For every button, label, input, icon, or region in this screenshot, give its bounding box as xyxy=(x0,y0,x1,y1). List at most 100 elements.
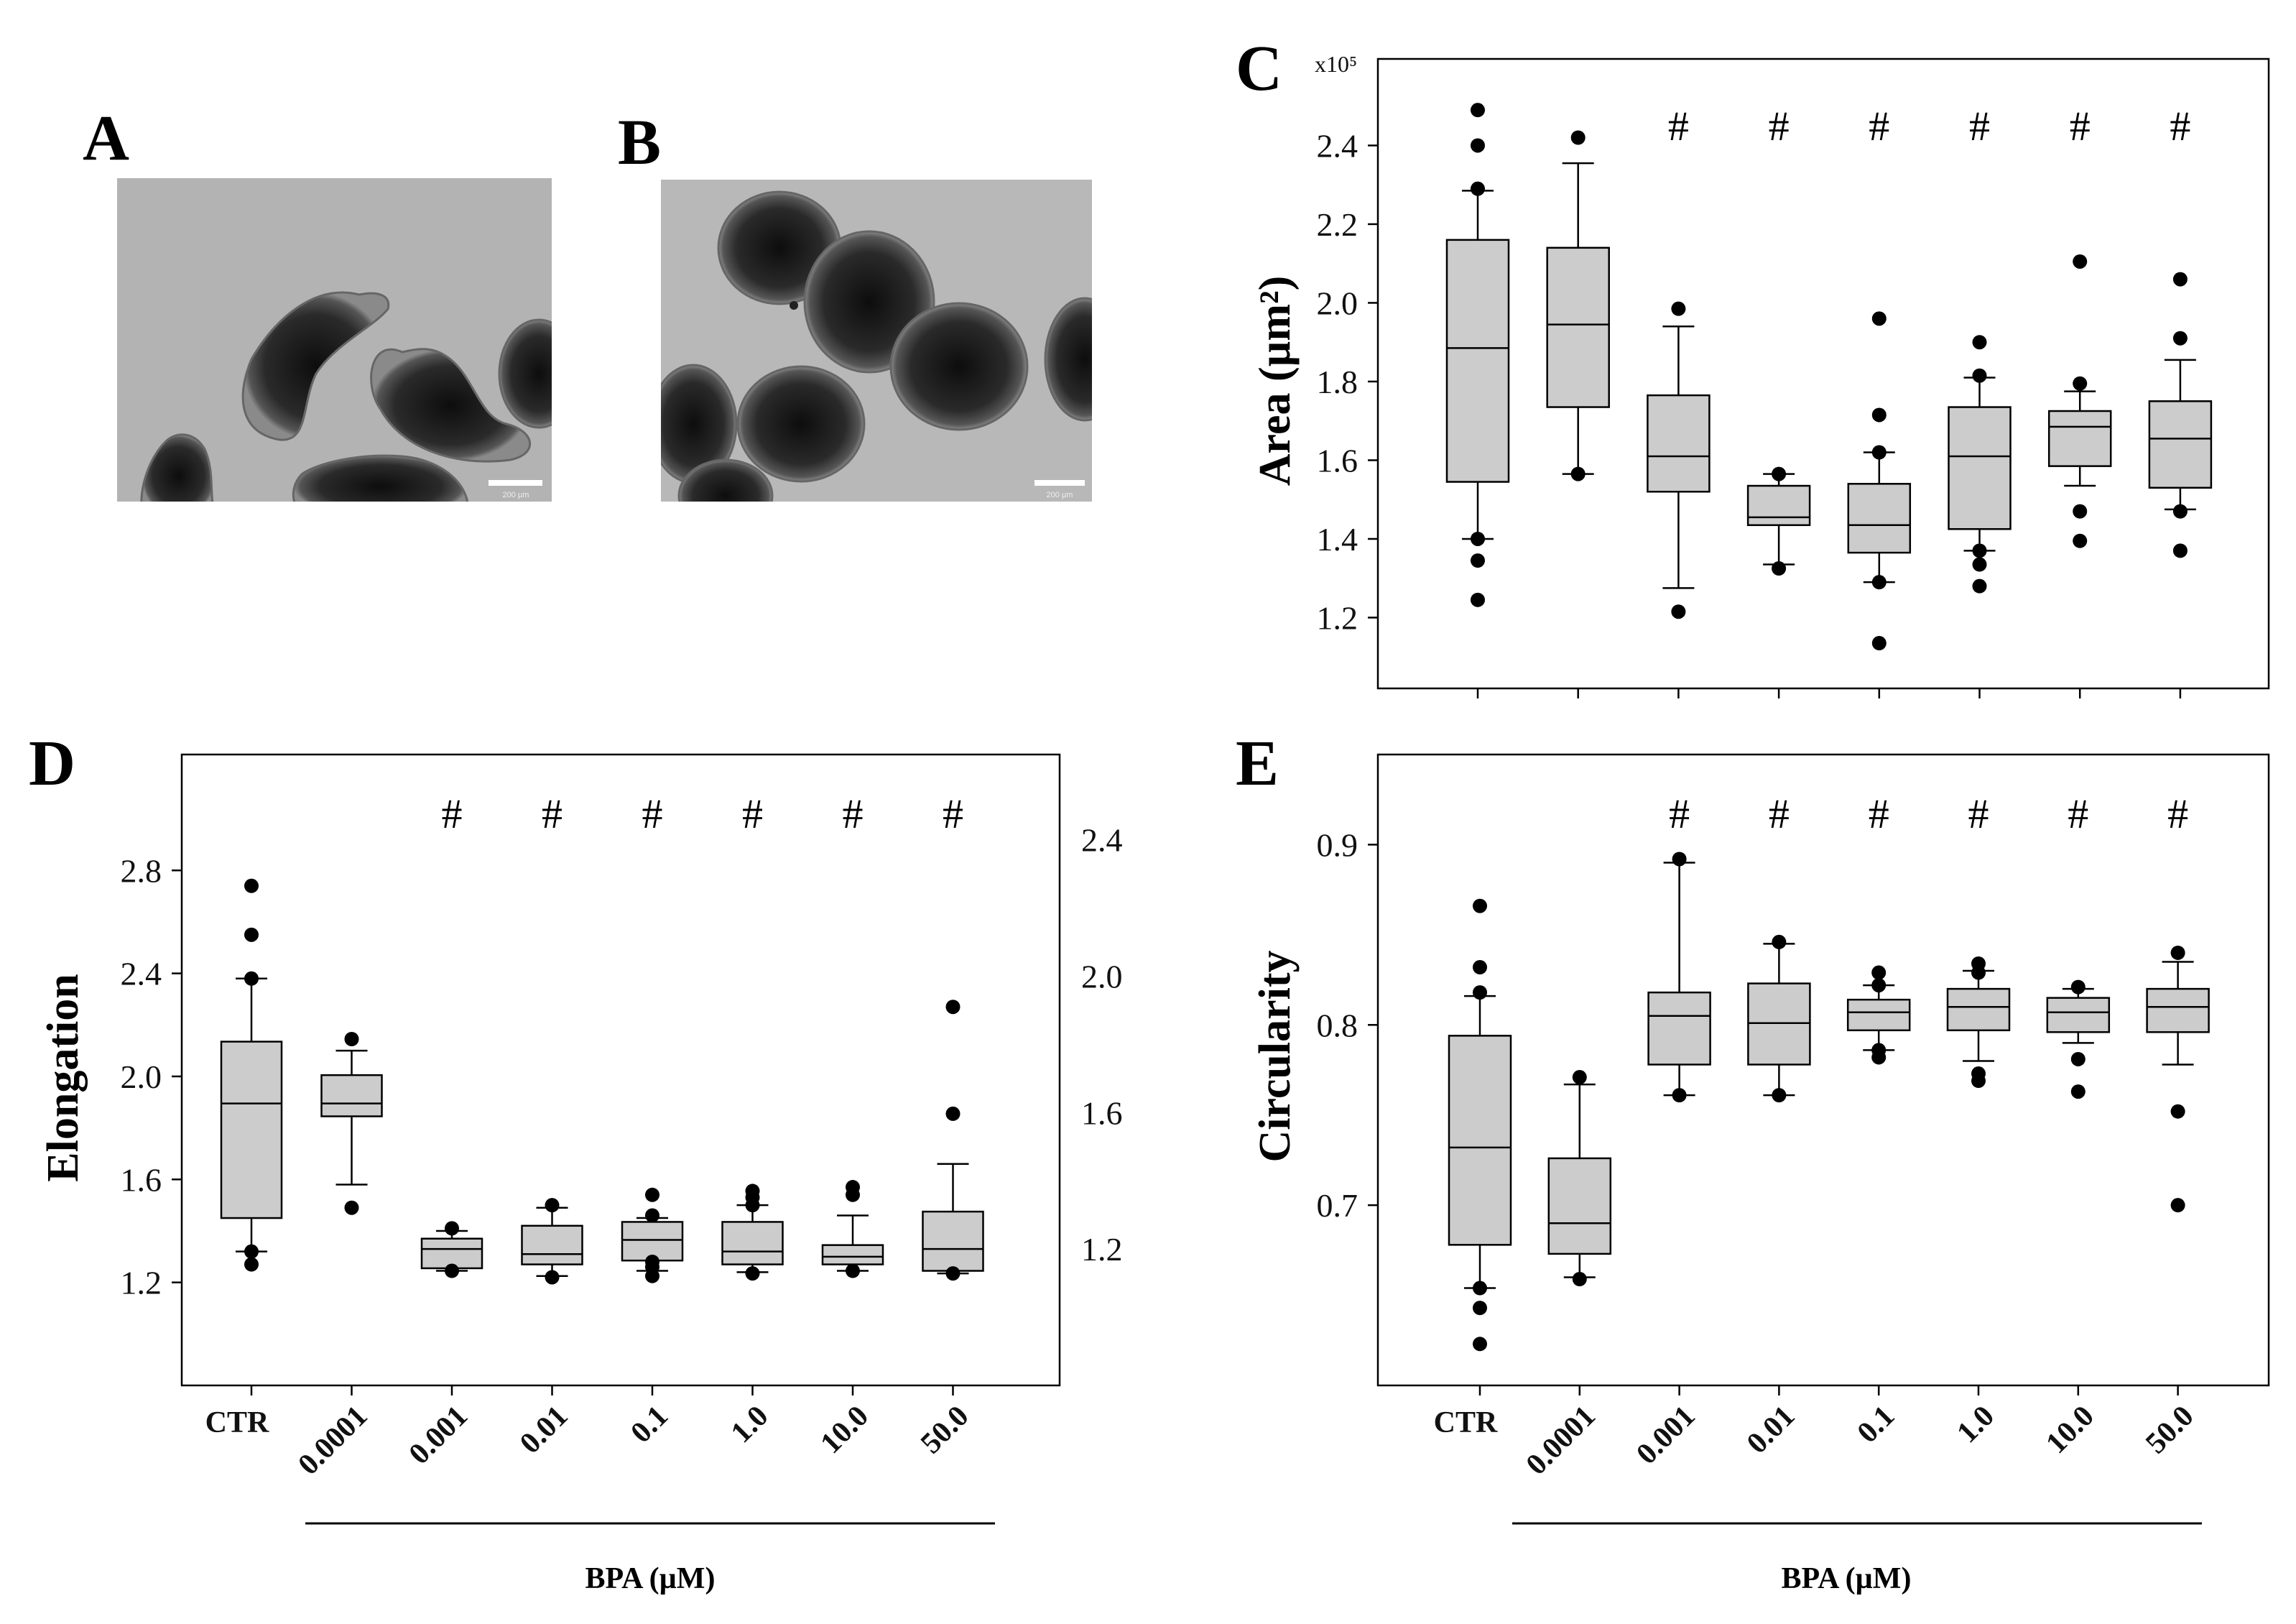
significance-marker: # xyxy=(1869,103,1889,149)
y-tick-label: 0.8 xyxy=(1317,1007,1358,1043)
outlier-point xyxy=(745,1198,760,1213)
y-multiplier: x10⁵ xyxy=(1315,51,1357,77)
scale-bar-label-a: 200 µm xyxy=(503,491,529,499)
outlier-point xyxy=(244,1244,259,1259)
outlier-point xyxy=(2070,979,2086,995)
y-tick-label: 2.8 xyxy=(121,852,162,889)
outlier-point xyxy=(1471,181,1485,196)
circularity-boxplot: 0.7 0.8 0.9 CTR 0.0001 #0.001 #0.01 #0.1 #1.0 #10… xyxy=(1317,753,2270,1482)
outlier-point xyxy=(2070,1084,2086,1099)
significance-marker: # xyxy=(2167,790,2188,837)
outlier-point xyxy=(1972,368,1987,383)
outlier-point xyxy=(1473,898,1487,913)
y-tick-label: 2.4 xyxy=(1317,127,1358,164)
outlier-point xyxy=(2172,331,2188,346)
outlier-point xyxy=(244,971,259,986)
outlier-point xyxy=(344,1200,359,1215)
outlier-point xyxy=(945,1106,960,1121)
box-0.0001 xyxy=(1546,246,1610,408)
plot-frame xyxy=(1376,57,2270,690)
outlier-point xyxy=(545,1270,560,1285)
y-axis-title-area: Area (µm²) xyxy=(1251,276,1300,486)
x-category-label: 10.0 xyxy=(2040,1400,2100,1460)
significance-marker: # xyxy=(542,790,563,837)
outlier-point xyxy=(1772,561,1787,576)
significance-marker: # xyxy=(442,790,463,837)
outlier-point xyxy=(2170,945,2185,960)
panel-letter-d: D xyxy=(29,728,75,799)
x-category-label: 50.0 xyxy=(2139,1400,2200,1460)
x-category-label: 0.0001 xyxy=(1520,1400,1602,1482)
outlier-point xyxy=(745,1266,760,1281)
box-0.01 xyxy=(521,1224,583,1265)
outlier-point xyxy=(1972,543,1987,558)
outlier-point xyxy=(1473,1337,1487,1352)
outlier-point xyxy=(344,1031,359,1046)
y-tick-label: 1.2 xyxy=(121,1265,162,1301)
box-0.0001 xyxy=(320,1074,383,1117)
outlier-point xyxy=(2073,504,2088,519)
x-axis-title-d: BPA (µM) xyxy=(585,1562,716,1595)
outlier-point xyxy=(2172,272,2188,287)
outlier-point xyxy=(1471,592,1485,607)
y-tick-label: 2.0 xyxy=(1317,285,1358,321)
x-category-label: 0.001 xyxy=(403,1400,474,1471)
outlier-point xyxy=(645,1268,659,1283)
y-axis-title-circularity: Circularity xyxy=(1251,950,1300,1162)
significance-marker: # xyxy=(1769,790,1790,837)
outlier-point xyxy=(244,878,259,893)
outlier-point xyxy=(1572,1271,1587,1286)
outlier-point xyxy=(2172,543,2188,558)
y-tick-label: 2.2 xyxy=(1317,206,1358,243)
box-0.001 xyxy=(1647,991,1711,1066)
outlier-point xyxy=(1772,934,1787,949)
outlier-point xyxy=(1473,960,1487,975)
y-tick-label: 2.4 xyxy=(121,956,162,992)
outlier-point xyxy=(945,1266,960,1281)
x-category-label: 0.001 xyxy=(1630,1400,1701,1471)
y-tick-label: 0.9 xyxy=(1317,826,1358,863)
box-CTR xyxy=(1448,1035,1512,1246)
micrograph-b: 200 µm xyxy=(661,180,1092,502)
box-1.0 xyxy=(1948,406,2012,530)
outlier-point xyxy=(1871,636,1887,651)
box-50.0 xyxy=(922,1210,984,1272)
box-0.1 xyxy=(1846,998,1911,1032)
x-category-label: 0.01 xyxy=(514,1400,574,1460)
outlier-point xyxy=(1672,1088,1687,1103)
y-tick-label: 1.6 xyxy=(121,1161,162,1198)
box-10.0 xyxy=(2047,410,2112,467)
outlier-point xyxy=(945,1000,960,1015)
outlier-point xyxy=(445,1221,459,1236)
box-10.0 xyxy=(821,1244,884,1265)
y-axis-title-elongation: Elongation xyxy=(39,974,88,1181)
outlier-point xyxy=(1473,1281,1487,1296)
panel-letter-c: C xyxy=(1236,33,1282,104)
outlier-point xyxy=(1971,1074,1986,1089)
box-CTR xyxy=(1445,239,1510,483)
outlier-point xyxy=(545,1198,560,1213)
area-boxplot: 1.2 1.4 1.6 1.8 2.0 2.2 2.4 # # # # # # xyxy=(1317,57,2270,698)
outlier-point xyxy=(645,1208,659,1223)
significance-marker: # xyxy=(1968,790,1989,837)
outlier-point xyxy=(1471,138,1485,153)
outlier-point xyxy=(1772,466,1787,481)
x-category-label: 1.0 xyxy=(1950,1400,2001,1450)
outlier-point xyxy=(2070,1051,2086,1066)
plot-frame xyxy=(1376,753,2270,1387)
box-0.01 xyxy=(1746,484,1811,527)
x-category-label: 10.0 xyxy=(815,1400,875,1460)
y-tick-label: 1.6 xyxy=(1317,442,1358,479)
outlier-point xyxy=(1671,301,1686,316)
box-0.001 xyxy=(420,1237,483,1270)
significance-marker: # xyxy=(1869,790,1889,837)
outlier-point xyxy=(1972,578,1987,594)
x-category-label: CTR xyxy=(205,1406,269,1439)
scale-bar-label-b: 200 µm xyxy=(1047,491,1073,499)
box-1.0 xyxy=(721,1221,784,1265)
outlier-point xyxy=(244,927,259,942)
outlier-point xyxy=(244,1257,259,1272)
outlier-point xyxy=(2073,254,2088,269)
significance-marker: # xyxy=(742,790,763,837)
outlier-point xyxy=(1871,1050,1887,1065)
